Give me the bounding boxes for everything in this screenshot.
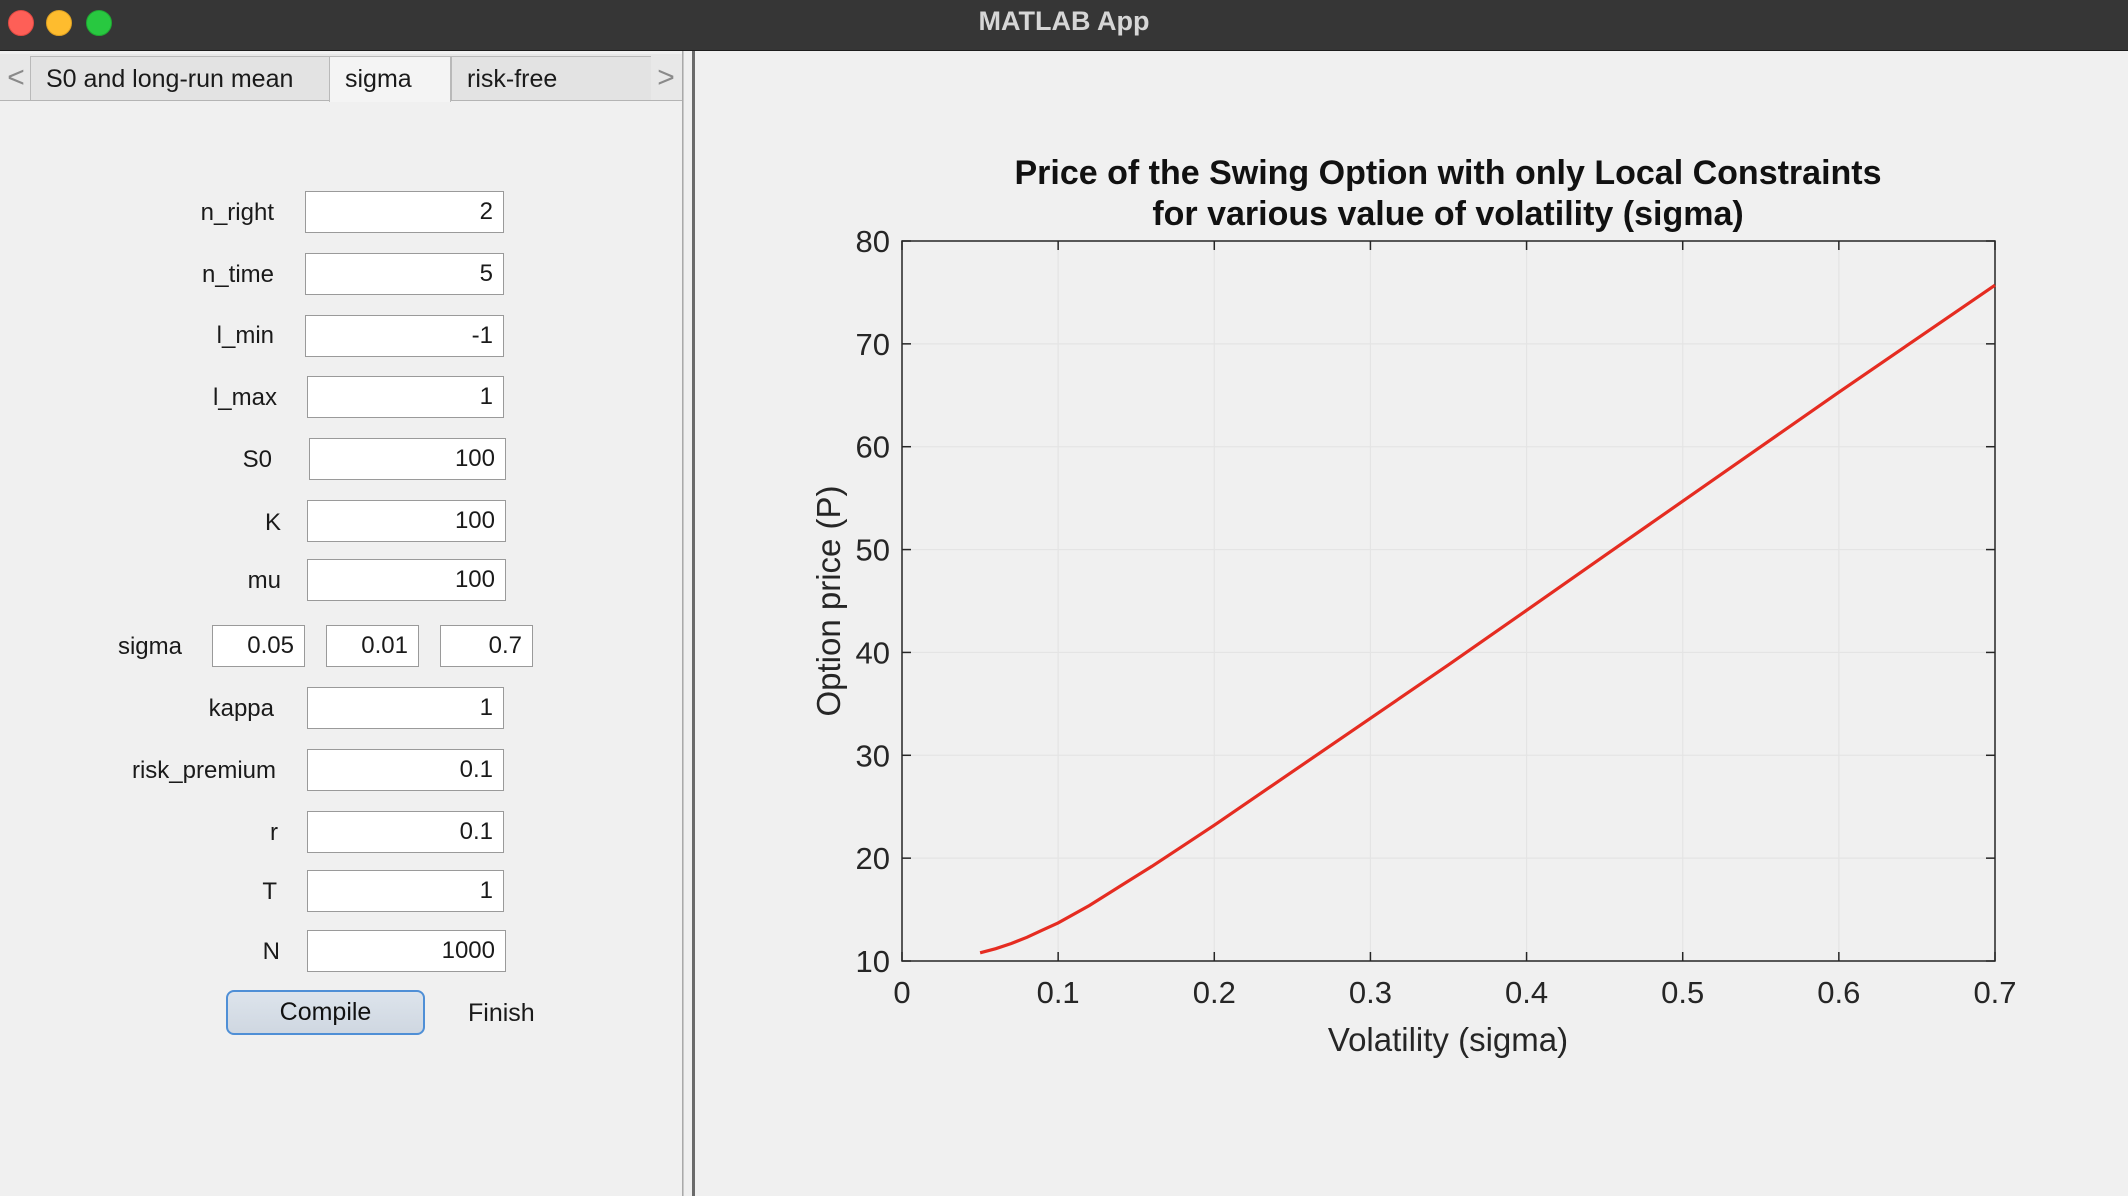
tab-bar: < S0 and long-run mean sigma risk-free > <box>0 54 682 102</box>
kappa-label: kappa <box>208 695 274 722</box>
y-tick-label: 60 <box>856 430 890 465</box>
minimize-window-button[interactable] <box>46 10 72 36</box>
t-field[interactable]: 1 <box>307 870 504 912</box>
x-tick-label: 0.1 <box>1037 975 1080 1010</box>
sigma-start-field[interactable]: 0.05 <box>212 625 305 667</box>
mu-field[interactable]: 100 <box>307 559 506 601</box>
x-tick-label: 0.7 <box>1973 975 2016 1010</box>
s0-label: S0 <box>242 446 272 473</box>
sigma-end-field[interactable]: 0.7 <box>440 625 533 667</box>
n-time-field[interactable]: 5 <box>305 253 504 295</box>
y-axis-label: Option price (P) <box>810 485 847 716</box>
n-right-label: n_right <box>200 199 274 226</box>
r-field[interactable]: 0.1 <box>307 811 504 853</box>
tab-scroll-left-icon[interactable]: < <box>7 61 25 94</box>
sigma-step-field[interactable]: 0.01 <box>326 625 419 667</box>
finish-label: Finish <box>468 999 535 1027</box>
plot-area <box>901 240 1996 962</box>
tab-risk-free[interactable]: risk-free <box>451 56 651 100</box>
parameters-panel: < S0 and long-run mean sigma risk-free >… <box>0 51 683 1196</box>
y-tick-label: 50 <box>856 533 890 568</box>
kappa-field[interactable]: 1 <box>307 687 504 729</box>
y-tick-label: 40 <box>856 635 890 670</box>
close-window-button[interactable] <box>8 10 34 36</box>
k-field[interactable]: 100 <box>307 500 506 542</box>
tab-scroll-right-icon[interactable]: > <box>657 61 675 94</box>
k-label: K <box>264 509 281 536</box>
title-bar: MATLAB App <box>0 0 2128 51</box>
n-right-field[interactable]: 2 <box>305 191 504 233</box>
l-min-label: l_min <box>216 322 274 349</box>
compile-button[interactable]: Compile <box>226 990 425 1035</box>
n-label: N <box>262 938 280 965</box>
tab-s0-long-run-mean[interactable]: S0 and long-run mean <box>30 56 330 100</box>
maximize-window-button[interactable] <box>86 10 112 36</box>
sigma-label: sigma <box>117 633 182 660</box>
risk-premium-field[interactable]: 0.1 <box>307 749 504 791</box>
t-label: T <box>262 878 277 905</box>
x-tick-label: 0.5 <box>1661 975 1704 1010</box>
s0-field[interactable]: 100 <box>309 438 506 480</box>
l-max-label: l_max <box>212 384 277 411</box>
x-tick-label: 0.4 <box>1505 975 1548 1010</box>
series-line-option-price <box>979 283 1996 955</box>
option-price-chart: 0 0.1 0.2 0.3 0.4 0.5 0.6 0.7 10 20 30 40 50 60 70 80 P… <box>810 154 2017 1058</box>
r-label: r <box>270 819 278 846</box>
y-tick-label: 20 <box>856 841 890 876</box>
x-tick-label: 0 <box>893 975 910 1010</box>
mu-label: mu <box>247 567 281 594</box>
x-tick-label: 0.6 <box>1817 975 1860 1010</box>
chart-title-line-1: Price of the Swing Option with only Loca… <box>1014 154 1881 192</box>
chart-title-line-2: for various value of volatility (sigma) <box>1152 195 1743 233</box>
plot-panel: 0 0.1 0.2 0.3 0.4 0.5 0.6 0.7 10 20 30 40 50 60 70 80 P… <box>695 51 2128 1196</box>
y-tick-label: 10 <box>856 944 890 979</box>
tab-sigma[interactable]: sigma <box>329 56 451 102</box>
l-min-field[interactable]: -1 <box>305 315 504 357</box>
y-tick-label: 70 <box>856 327 890 362</box>
x-tick-label: 0.3 <box>1349 975 1392 1010</box>
axis-ticks: 0 0.1 0.2 0.3 0.4 0.5 0.6 0.7 10 20 30 40 50 60 70 80 <box>856 224 2017 1010</box>
risk-premium-label: risk_premium <box>131 757 276 784</box>
y-tick-label: 30 <box>856 738 890 773</box>
x-tick-label: 0.2 <box>1193 975 1236 1010</box>
n-time-label: n_time <box>201 261 274 288</box>
l-max-field[interactable]: 1 <box>307 376 504 418</box>
y-tick-label: 80 <box>856 224 890 259</box>
window-title: MATLAB App <box>978 6 1150 36</box>
x-axis-label: Volatility (sigma) <box>1328 1021 1568 1058</box>
panel-splitter[interactable] <box>683 51 695 1196</box>
n-field[interactable]: 1000 <box>307 930 506 972</box>
grid-lines <box>901 240 1996 962</box>
